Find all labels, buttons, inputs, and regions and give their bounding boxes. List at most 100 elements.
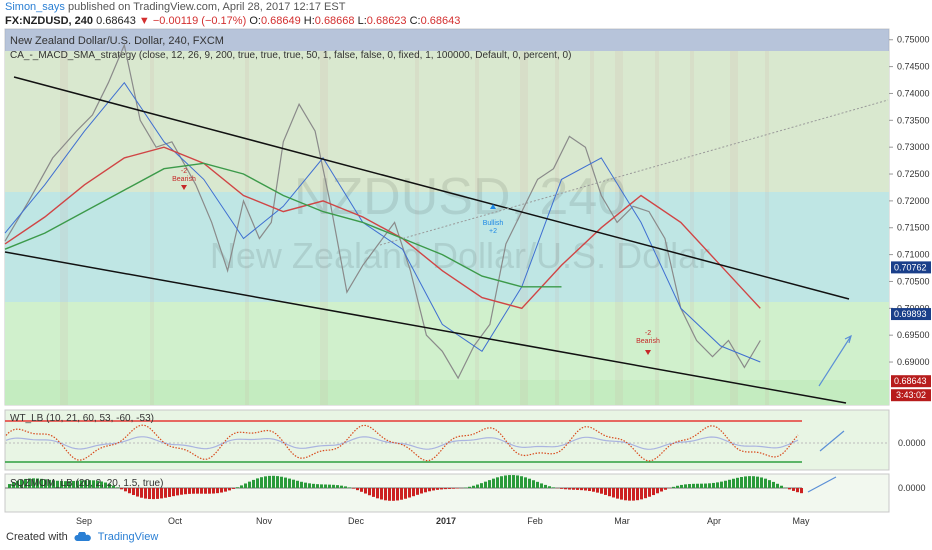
sqz-bar — [700, 483, 703, 488]
sqz-bar — [272, 475, 275, 488]
sqz-bar — [540, 483, 543, 488]
signal-bearish-1: -2 Bearish — [172, 168, 196, 190]
author-link[interactable]: Simon_says — [5, 1, 65, 13]
up-arrow-icon — [490, 204, 496, 209]
sqz-bar — [368, 488, 371, 496]
chart-canvas[interactable]: NZDUSD, 240 New Zealand Dollar/U.S. Doll… — [0, 0, 932, 528]
sqz-bar — [380, 488, 383, 500]
sqz-bar — [320, 484, 323, 488]
channel-lower-line[interactable] — [4, 251, 847, 404]
sqz-bar — [172, 488, 175, 497]
sqz-bar — [256, 478, 259, 488]
sqz-bar — [748, 476, 751, 488]
sqz-bar — [704, 483, 707, 488]
sqz-bar — [248, 481, 251, 488]
sqz-bar — [232, 488, 235, 489]
sqz-bar — [596, 488, 599, 493]
sqz-bar — [56, 480, 59, 488]
sqz-bar — [68, 481, 71, 488]
lower-zone — [5, 302, 889, 380]
sqz-bar — [584, 488, 587, 491]
low-value: 0.68623 — [366, 15, 407, 27]
sqz-bar — [144, 488, 147, 499]
projection-arrow-2[interactable] — [819, 430, 845, 452]
sqz-bar — [684, 484, 687, 488]
sqz-bar — [728, 479, 731, 488]
sqz-bar — [92, 480, 95, 488]
sqz-bar — [336, 485, 339, 488]
sqz-bar — [76, 480, 79, 488]
sqz-bar — [768, 480, 771, 488]
price-label: 0.69893 — [894, 309, 927, 319]
middle-zone — [5, 192, 889, 302]
signal-bullish-1: Bullish +2 — [483, 204, 503, 235]
sqz-bar — [304, 482, 307, 488]
price-axis[interactable]: 0.75000 0.74500 0.74000 0.73500 0.73000 0.725… — [889, 35, 931, 402]
time-stripe — [320, 51, 328, 405]
sqz-bar — [408, 488, 411, 498]
tradingview-link[interactable]: TradingView — [97, 531, 159, 543]
sqz-label: SQZMOM_LB (20, 2, 20, 1.5, true) — [10, 478, 163, 489]
projection-arrow-1[interactable] — [818, 335, 852, 387]
sqz-bar — [548, 486, 551, 488]
sqz-bar — [80, 480, 83, 488]
sqz-bar — [476, 484, 479, 488]
time-shading — [60, 51, 769, 405]
sqz-bar — [776, 483, 779, 488]
sqz-bar — [676, 485, 679, 488]
y-tick-label: 0.71000 — [897, 250, 930, 260]
projection-arrow-3[interactable] — [807, 476, 837, 493]
time-stripe — [555, 51, 559, 405]
sqz-bar — [800, 488, 803, 494]
sqz-bar — [384, 488, 387, 501]
sqz-bar — [720, 481, 723, 488]
x-tick-label: Feb — [527, 516, 543, 526]
sqz-bar — [316, 484, 319, 488]
series-price — [4, 43, 761, 380]
sqz-bar — [424, 488, 427, 493]
y-tick-label: 0.70500 — [897, 276, 930, 286]
sqz-bar — [500, 476, 503, 488]
channel-upper-line[interactable] — [13, 76, 850, 300]
sqz-bar — [496, 477, 499, 488]
ohlc-bar: FX:NZDUSD, 240 0.68643 ▼ −0.00119 (−0.17… — [5, 15, 460, 27]
sqz-bar — [648, 488, 651, 497]
sqz-bar — [656, 488, 659, 494]
sqz-bar — [284, 477, 287, 488]
sqz-bar — [772, 481, 775, 488]
sqz-bar — [332, 484, 335, 488]
sqz-bar — [440, 488, 443, 490]
sqz-bar — [136, 488, 139, 497]
y-tick-label: 0.69500 — [897, 330, 930, 340]
sqz-bar — [764, 478, 767, 488]
signal-text: +2 — [489, 228, 497, 235]
sqz-bar — [732, 478, 735, 488]
sqz-bar — [652, 488, 655, 496]
sqz-bar — [116, 487, 119, 488]
dotted-trendline[interactable] — [379, 99, 889, 246]
sqz-bar — [744, 476, 747, 488]
y-tick-label: 0.74500 — [897, 62, 930, 72]
time-axis[interactable]: Sep Oct Nov Dec 2017 Feb Mar Apr May — [5, 511, 889, 526]
wt-axis-zero: 0.0000 — [898, 438, 926, 448]
y-tick-label: 0.73500 — [897, 115, 930, 125]
sqz-bar — [120, 488, 123, 490]
y-tick-label: 0.73000 — [897, 142, 930, 152]
time-stripe — [245, 51, 249, 405]
sqz-bar — [512, 475, 515, 488]
sqz-bar — [276, 476, 279, 488]
sqz-bar — [44, 479, 47, 488]
sqz-bar — [532, 480, 535, 488]
wt-label: WT_LB (10, 21, 60, 53, -60, -53) — [10, 413, 154, 424]
watermark-symbol: NZDUSD, 240 — [294, 168, 626, 226]
close-value: 0.68643 — [420, 15, 461, 27]
watermark-name: New Zealand Dollar/U.S. Dollar — [210, 235, 710, 276]
sqz-bar — [616, 488, 619, 499]
close-label: C: — [409, 15, 421, 27]
sqz-bar — [752, 476, 755, 488]
sqz-bar — [372, 488, 375, 497]
sqz-bar — [396, 488, 399, 501]
sqz-bar — [296, 480, 299, 488]
y-tick-label: 0.74000 — [897, 88, 930, 98]
sqz-bar — [60, 481, 63, 488]
